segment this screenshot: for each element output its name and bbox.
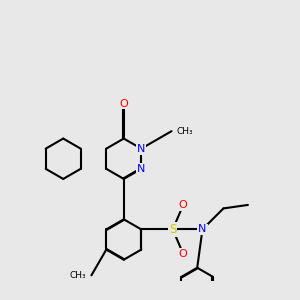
Text: CH₃: CH₃: [177, 127, 194, 136]
Text: N: N: [137, 144, 146, 154]
Text: N: N: [137, 164, 146, 174]
Text: N: N: [198, 224, 207, 234]
Text: CH₃: CH₃: [70, 271, 86, 280]
Text: O: O: [119, 99, 128, 109]
Text: O: O: [179, 249, 188, 259]
Text: O: O: [179, 200, 188, 210]
Text: S: S: [169, 223, 176, 236]
